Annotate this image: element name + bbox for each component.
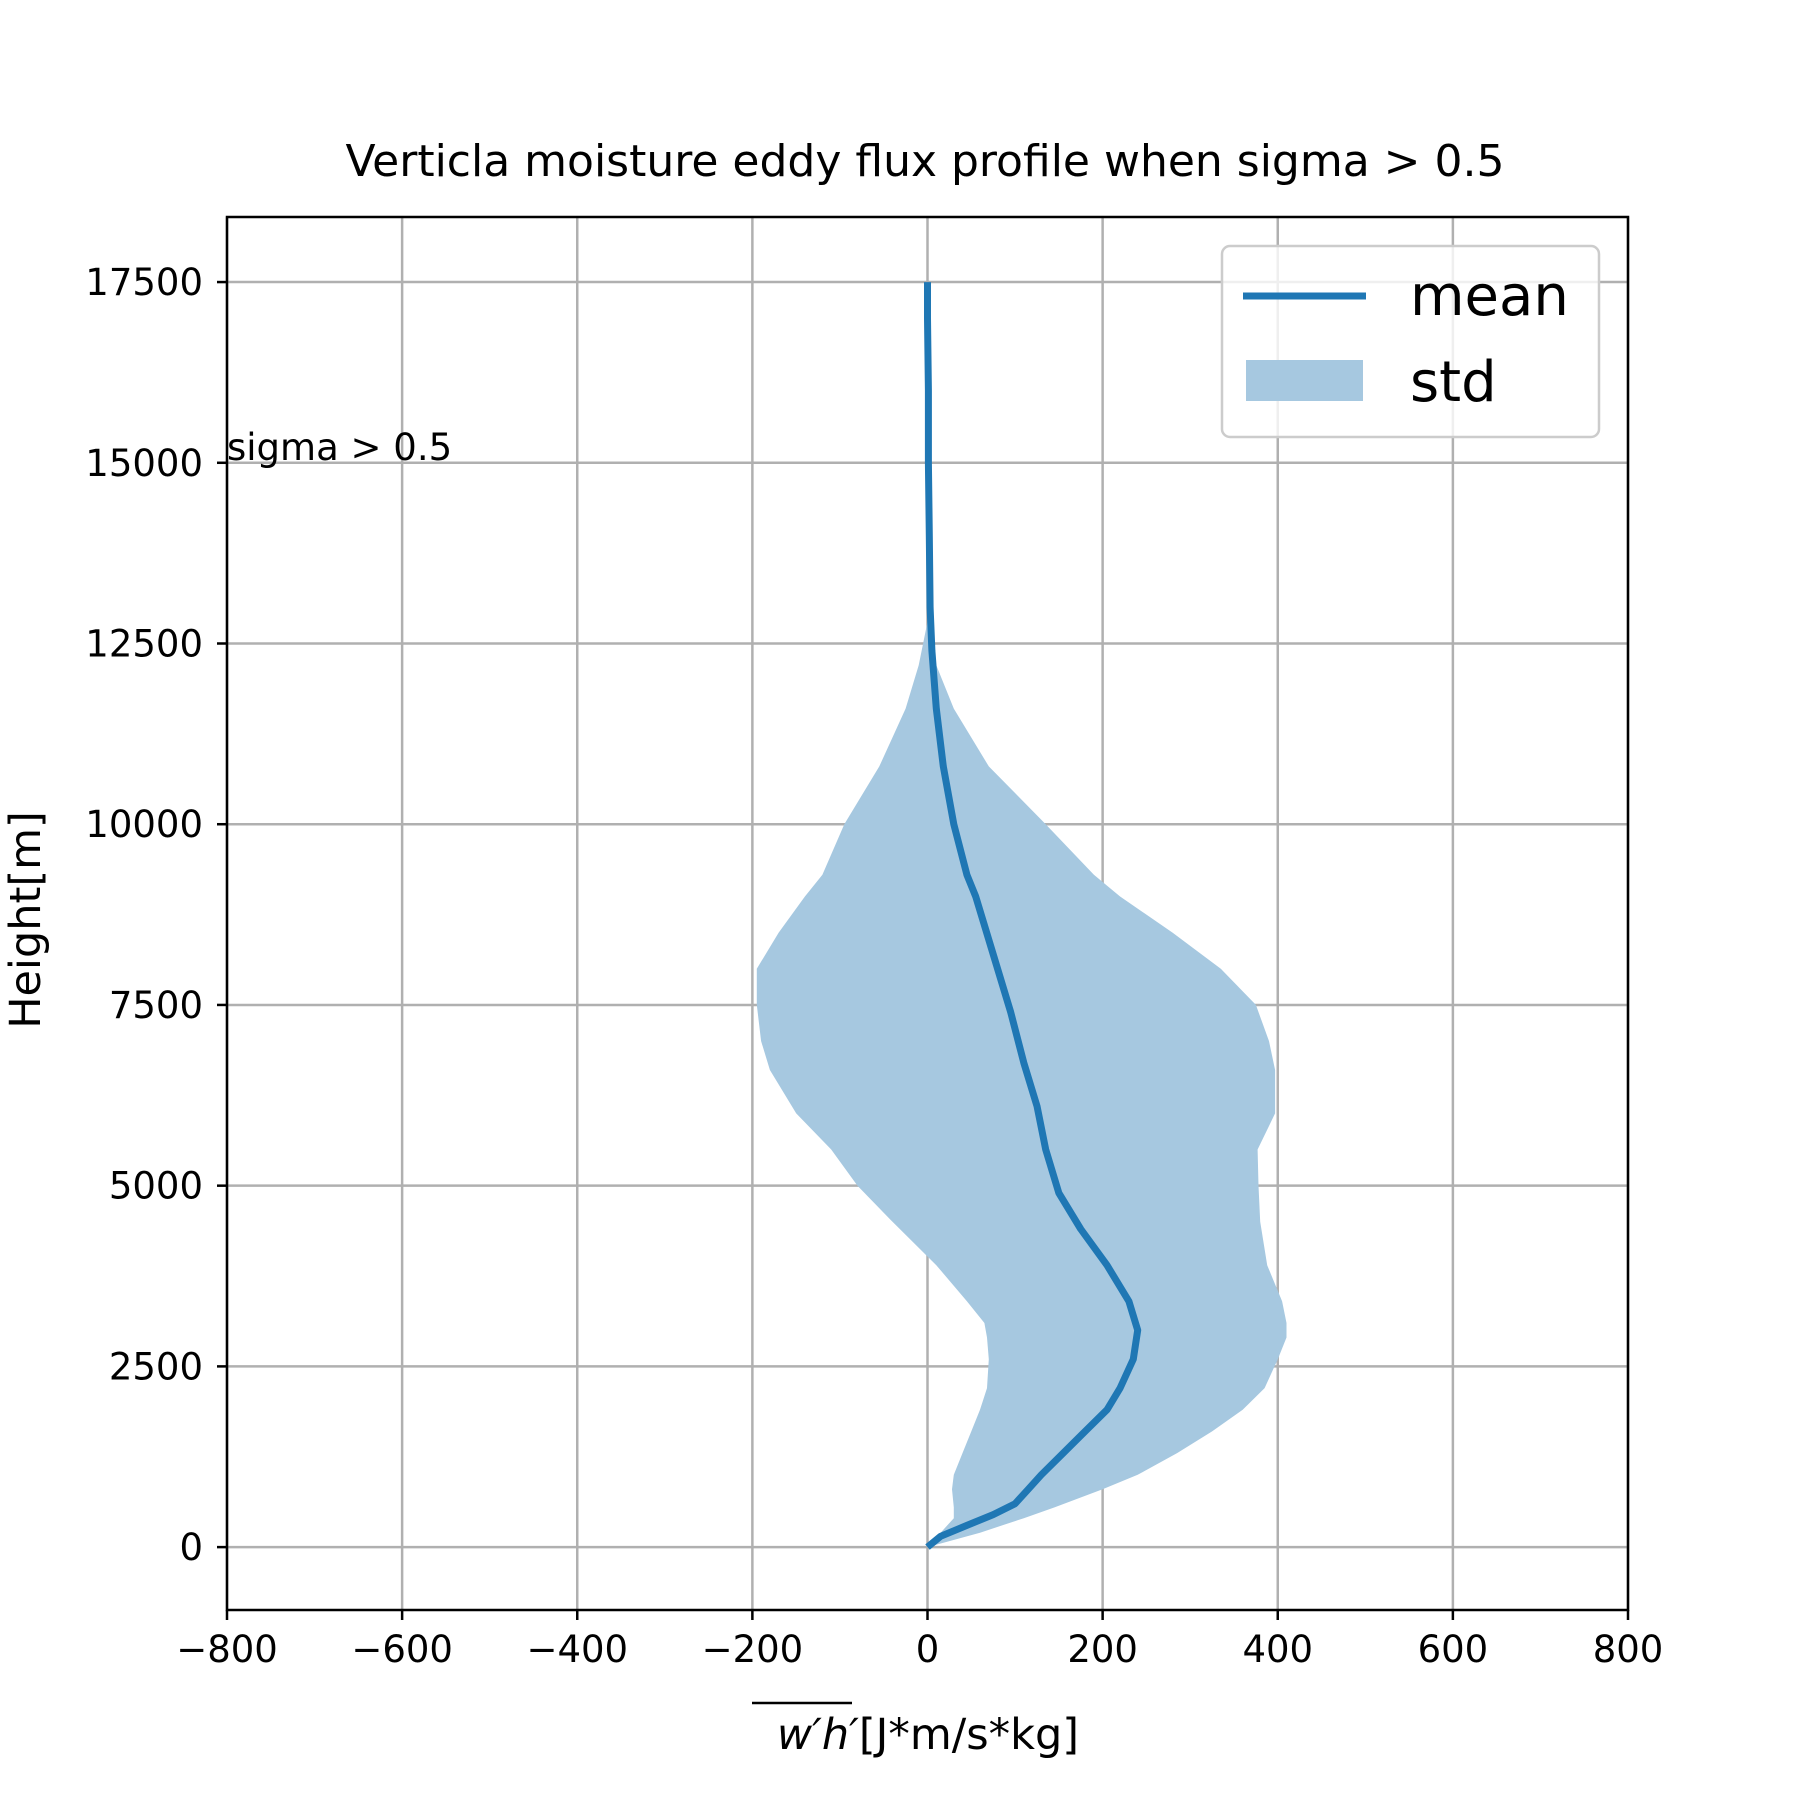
x-tick-label: −200 (702, 1628, 804, 1671)
x-tick-label: 800 (1593, 1628, 1664, 1671)
x-tick-label: −600 (351, 1628, 453, 1671)
x-tick-label: 600 (1418, 1628, 1489, 1671)
mean-line (924, 282, 1142, 1550)
x-axis: −800 −600 −400 −200 0 200 400 600 800 (176, 1610, 1663, 1671)
legend-mean-label: mean (1410, 264, 1569, 329)
y-tick-label: 0 (179, 1526, 203, 1569)
x-tick-label: −800 (176, 1628, 278, 1671)
chart-title: Verticla moisture eddy flux profile when… (345, 136, 1504, 187)
y-tick-label: 5000 (109, 1165, 203, 1208)
std-band (756, 621, 1287, 1548)
x-tick-label: 0 (916, 1628, 940, 1671)
y-tick-label: 2500 (109, 1345, 203, 1388)
x-tick-label: −400 (526, 1628, 628, 1671)
y-tick-label: 15000 (85, 442, 203, 485)
legend: mean std (1220, 244, 1601, 439)
mean-line-group (924, 282, 1142, 1550)
legend-std-swatch (1246, 360, 1363, 401)
std-band-group (756, 621, 1287, 1548)
x-axis-label-math: w′h′ (777, 1710, 859, 1760)
y-axis-label: Height[m] (1, 811, 51, 1029)
x-tick-label: 400 (1242, 1628, 1313, 1671)
y-tick-label: 7500 (109, 984, 203, 1027)
x-tick-label: 200 (1067, 1628, 1138, 1671)
y-axis: 0 2500 5000 7500 10000 12500 15000 17500 (85, 261, 227, 1569)
svg-text:w′h′[J*m/s*kg]: w′h′[J*m/s*kg] (777, 1710, 1079, 1760)
legend-std-label: std (1410, 350, 1497, 415)
y-tick-label: 10000 (85, 803, 203, 846)
y-tick-label: 12500 (85, 623, 203, 666)
x-axis-label: w′h′[J*m/s*kg] (752, 1701, 1079, 1760)
x-axis-label-units: [J*m/s*kg] (859, 1710, 1079, 1760)
sigma-annotation: sigma > 0.5 (227, 426, 452, 469)
y-tick-label: 17500 (85, 261, 203, 304)
